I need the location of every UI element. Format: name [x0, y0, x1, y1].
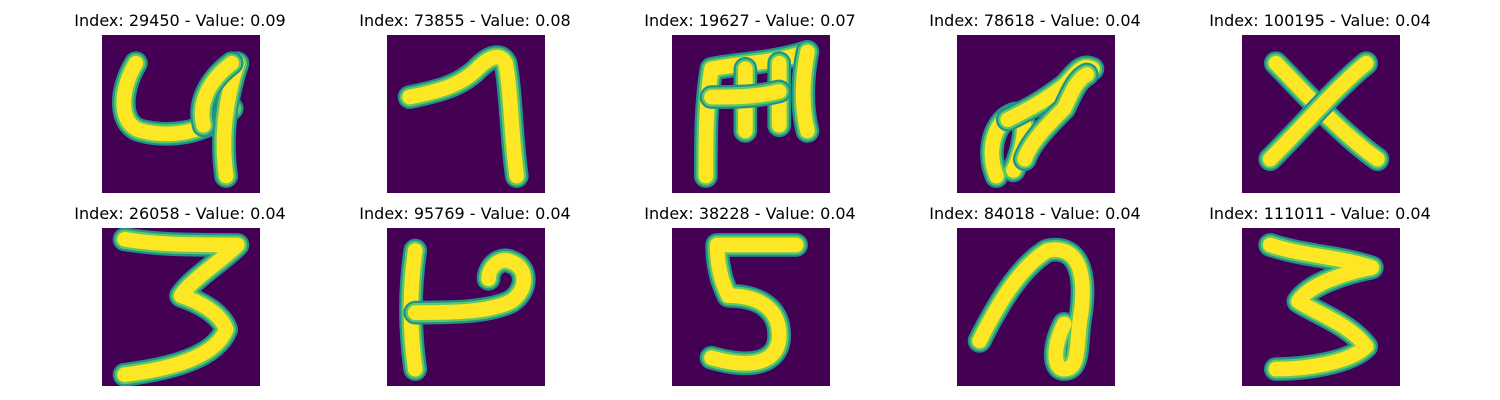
- stroke-core: [1262, 55, 1374, 167]
- cell-title: Index: 19627 - Value: 0.07: [644, 11, 856, 30]
- handwritten-3-image: [102, 228, 260, 386]
- handwritten-m-image: [672, 35, 830, 193]
- handwritten-4-image: [102, 35, 260, 193]
- cell-title: Index: 78618 - Value: 0.04: [929, 11, 1141, 30]
- handwritten-5-image: [672, 228, 830, 386]
- handwritten-scribble-image: [957, 35, 1115, 193]
- stroke-core: [1262, 237, 1380, 377]
- cell-title: Index: 100195 - Value: 0.04: [1209, 11, 1431, 30]
- cell-title: Index: 111011 - Value: 0.04: [1209, 204, 1431, 223]
- cell-title: Index: 29450 - Value: 0.09: [74, 11, 286, 30]
- cell-title: Index: 73855 - Value: 0.08: [359, 11, 571, 30]
- handwritten-3-alt-image: [1242, 228, 1400, 386]
- stroke-core: [795, 44, 815, 139]
- stroke-core: [972, 242, 1090, 377]
- stroke-core: [194, 55, 240, 133]
- cell-title: Index: 84018 - Value: 0.04: [929, 204, 1141, 223]
- stroke-core: [117, 231, 245, 383]
- cell-title: Index: 95769 - Value: 0.04: [359, 204, 571, 223]
- cell-title: Index: 26058 - Value: 0.04: [74, 204, 286, 223]
- stroke-core: [402, 49, 525, 184]
- stroke-core: [704, 237, 804, 371]
- cell-title: Index: 38228 - Value: 0.04: [644, 204, 856, 223]
- stroke-core: [1017, 67, 1095, 167]
- stroke-core: [704, 84, 787, 105]
- handwritten-x-image: [1242, 35, 1400, 193]
- handwritten-p-image: [387, 228, 545, 386]
- stroke-core: [407, 253, 532, 320]
- handwritten-loop-image: [957, 228, 1115, 386]
- handwritten-7-image: [387, 35, 545, 193]
